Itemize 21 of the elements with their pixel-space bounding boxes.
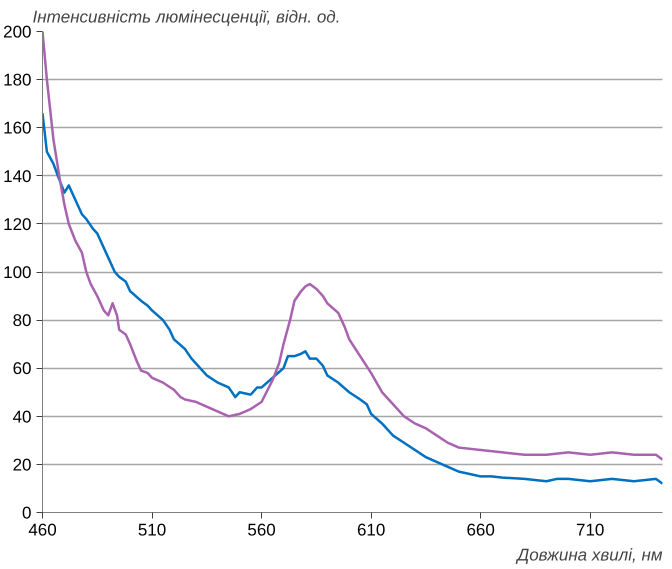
y-tick-label: 200 (3, 22, 32, 42)
x-tick-label: 660 (466, 520, 495, 540)
x-tick-label: 460 (28, 520, 57, 540)
line-series (42, 32, 662, 461)
y-tick-label: 60 (12, 359, 32, 378)
y-tick-label: 180 (3, 70, 32, 90)
y-tick-label: 140 (3, 166, 32, 186)
y-axis-title: Інтенсивність люмінесценції, відн. од. (32, 8, 340, 26)
line-series (42, 112, 662, 485)
y-tick-label: 20 (12, 455, 32, 474)
y-tick-label: 80 (12, 311, 32, 330)
x-tick-label: 510 (138, 520, 166, 540)
y-tick-label: 0 (22, 504, 32, 522)
x-tick-label: 610 (356, 520, 386, 540)
x-tick-label: 560 (247, 520, 276, 540)
x-tick-label: 710 (576, 520, 604, 540)
x-axis-title: Довжина хвилі, нм (515, 546, 663, 564)
y-tick-label: 160 (3, 118, 32, 138)
y-tick-label: 100 (3, 263, 32, 282)
y-tick-label: 120 (3, 214, 32, 234)
y-tick-label: 40 (12, 407, 32, 426)
